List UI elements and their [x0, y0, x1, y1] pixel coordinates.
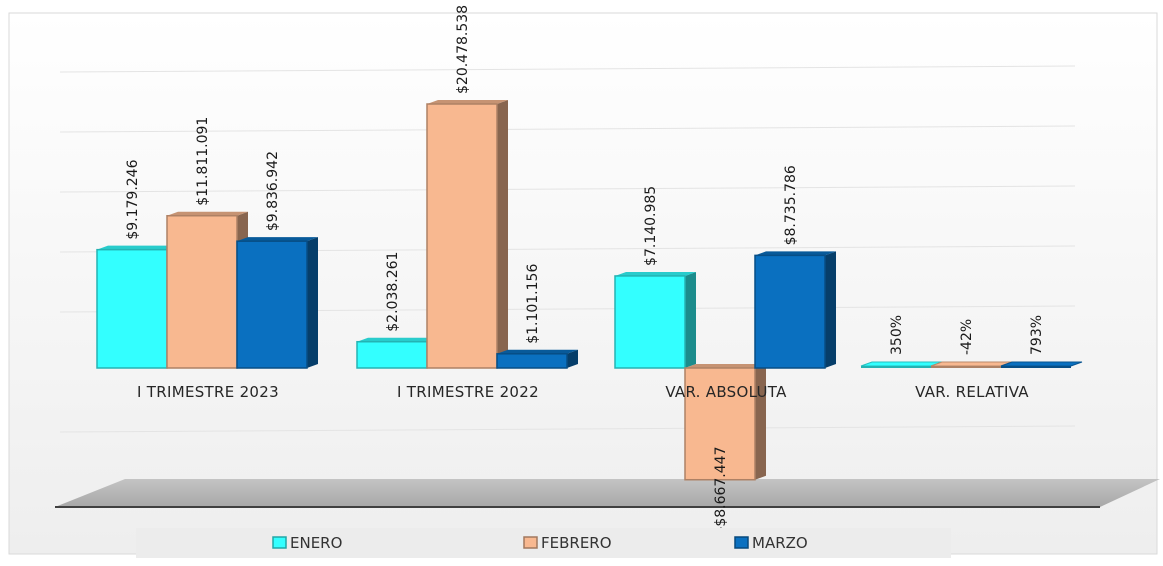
legend-swatch-enero: [272, 536, 287, 549]
data-label: -$8.667.447: [713, 447, 729, 532]
bar-marzo-1: [236, 237, 318, 369]
data-label: $9.836.942: [265, 151, 281, 231]
bar-marzo-3: [754, 251, 836, 369]
grid-line: [59, 425, 1076, 433]
category-labels: I TRIMESTRE 2023 I TRIMESTRE 2022 VAR. ABS…: [137, 383, 1029, 401]
data-label: $8.735.786: [783, 165, 799, 245]
floor-plane: [55, 479, 1160, 507]
grid-line: [59, 185, 1076, 193]
bar-enero-2: [356, 337, 438, 369]
legend-label-marzo: MARZO: [752, 534, 808, 552]
bar-enero-3: [614, 271, 696, 369]
data-label: $11.811.091: [195, 117, 211, 206]
legend-box: [136, 528, 951, 558]
grid-line: [59, 65, 1076, 73]
bar-febrero-1: [166, 211, 248, 369]
data-label: $7.140.985: [643, 186, 659, 266]
bar-marzo-2: [496, 349, 578, 369]
category-label: I TRIMESTRE 2022: [397, 383, 539, 401]
grid-line: [59, 125, 1076, 133]
bar-febrero-4: [930, 361, 1013, 368]
legend-label-febrero: FEBRERO: [541, 534, 612, 552]
data-label: -42%: [959, 319, 975, 355]
data-label: 793%: [1029, 315, 1045, 355]
bar-febrero-3: [684, 364, 766, 481]
bar-febrero-2: [426, 100, 508, 369]
legend-swatch-febrero: [523, 536, 538, 549]
bars: [96, 100, 1083, 481]
legend: ENERO FEBRERO MARZO: [136, 528, 951, 558]
data-label: 350%: [889, 315, 905, 355]
legend-label-enero: ENERO: [290, 534, 342, 552]
data-labels: $9.179.246 $11.811.091 $9.836.942 $2.038.26…: [125, 5, 1045, 532]
category-label: VAR. ABSOLUTA: [665, 383, 787, 401]
data-label: $9.179.246: [125, 159, 141, 239]
data-label: $20.478.538: [455, 5, 471, 94]
category-label: I TRIMESTRE 2023: [137, 383, 279, 401]
chart-floor: [55, 479, 1160, 508]
bar-enero-1: [96, 245, 178, 369]
bar-marzo-4: [1000, 361, 1083, 368]
category-label: VAR. RELATIVA: [915, 383, 1029, 401]
data-label: $2.038.261: [385, 252, 401, 332]
legend-swatch-marzo: [734, 536, 749, 549]
data-label: $1.101.156: [525, 264, 541, 344]
bar-enero-4: [860, 361, 943, 368]
